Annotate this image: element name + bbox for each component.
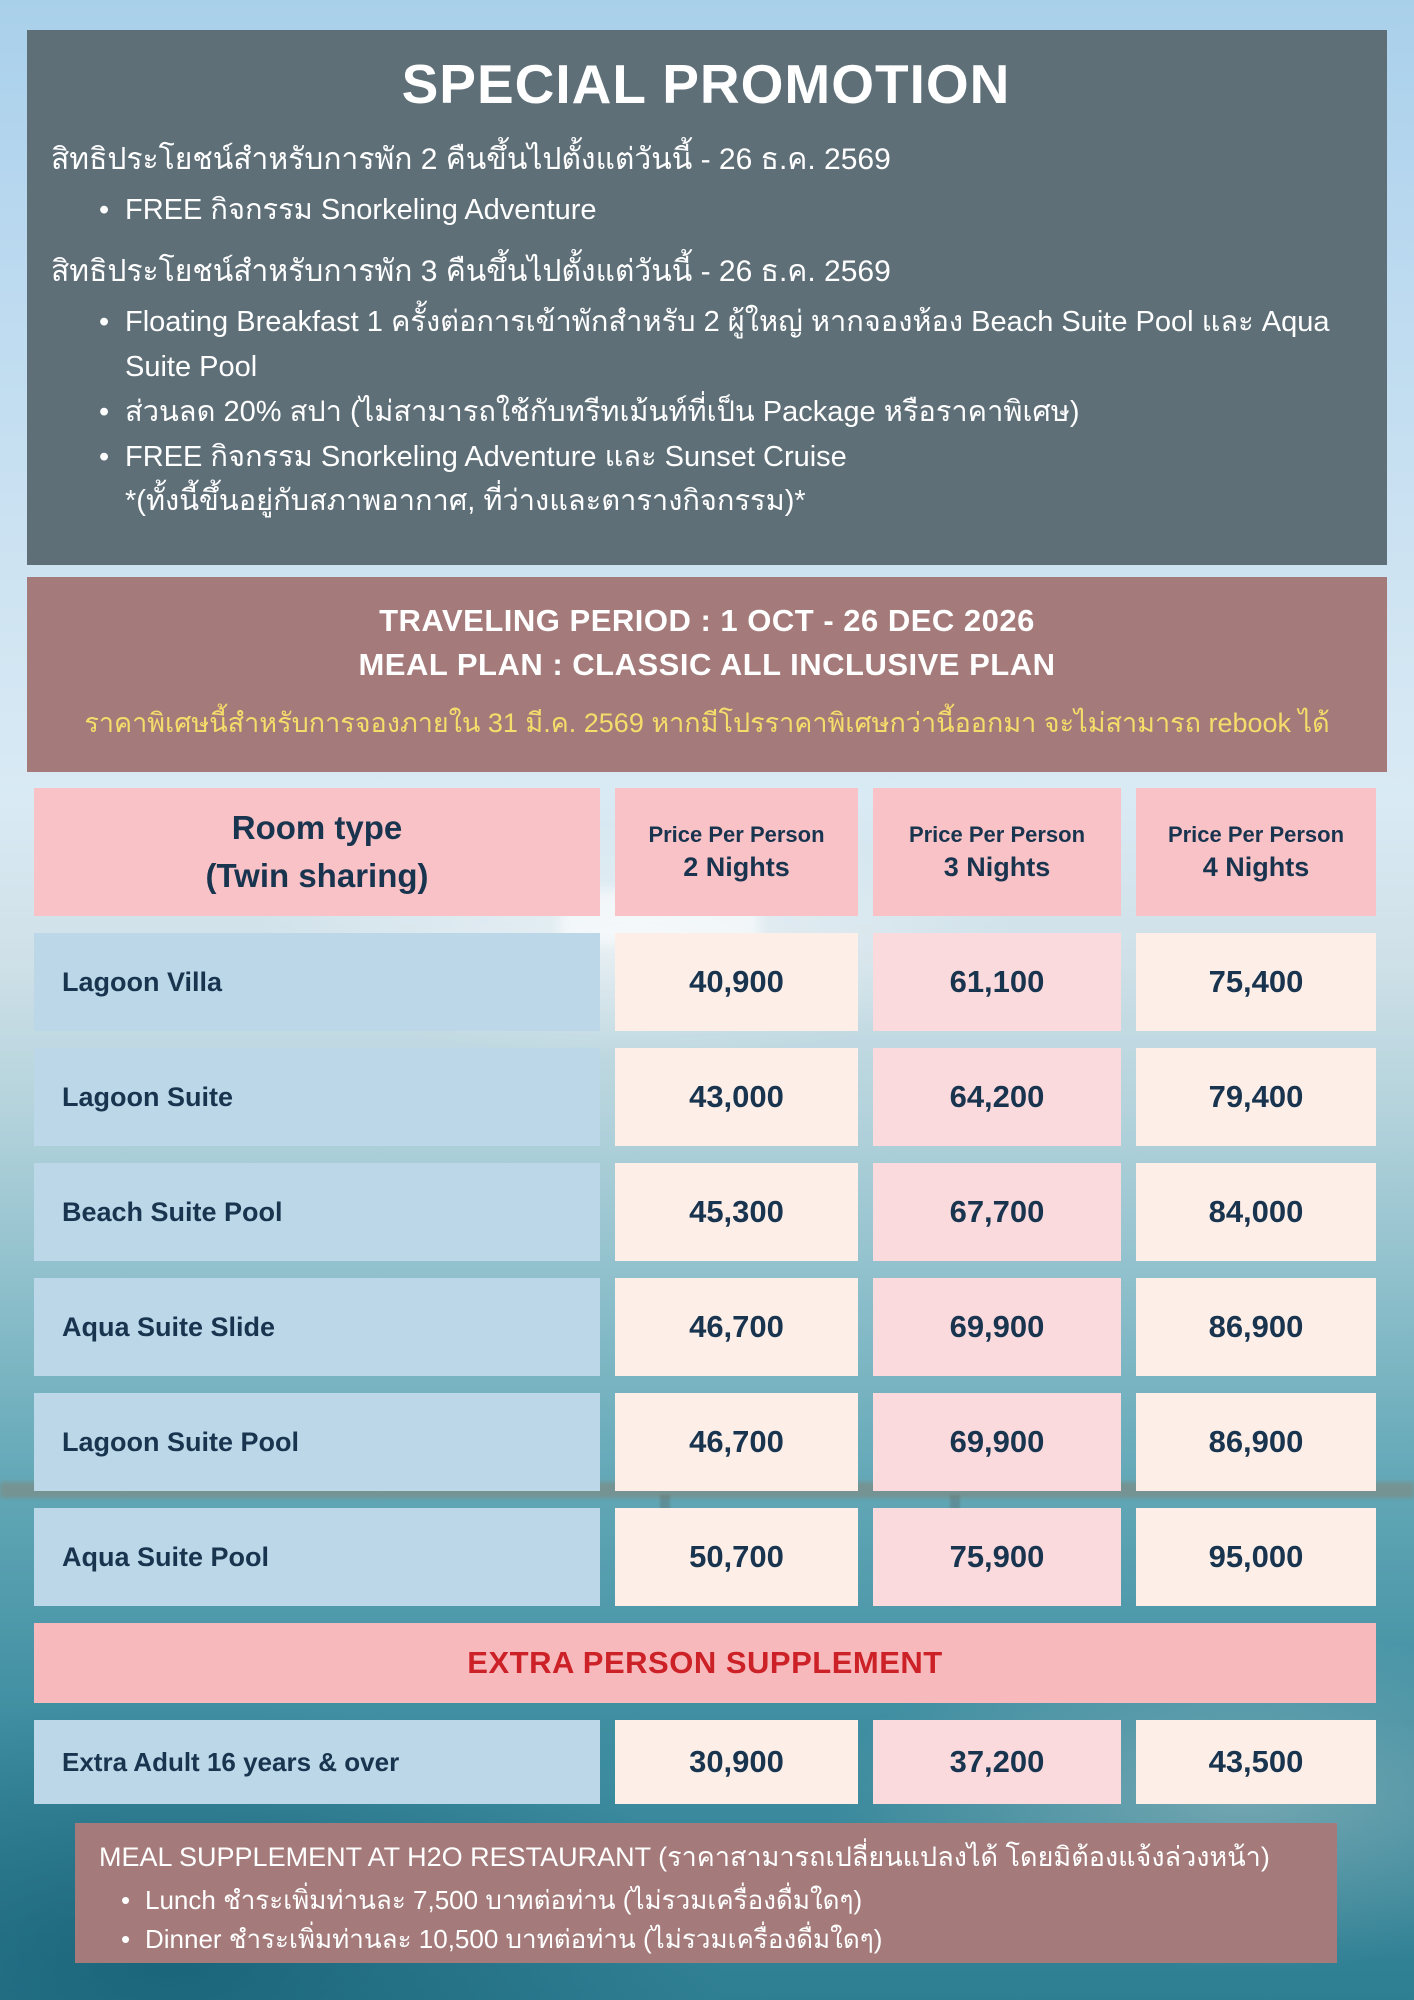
extra-adult-row: Extra Adult 16 years & over 30,900 37,20… [34, 1720, 1376, 1804]
nights-label: 4 Nights [1202, 851, 1310, 882]
nights-label: 3 Nights [943, 851, 1051, 882]
price-cell: 67,700 [873, 1163, 1121, 1261]
price-cell: 75,400 [1136, 933, 1376, 1031]
price-table: Room type (Twin sharing) Price Per Perso… [34, 788, 1376, 1804]
table-row: Aqua Suite Slide 46,700 69,900 86,900 [34, 1278, 1376, 1376]
table-row: Beach Suite Pool 45,300 67,700 84,000 [34, 1163, 1376, 1261]
price-cell: 37,200 [873, 1720, 1121, 1804]
benefit-item: Floating Breakfast 1 ครั้งต่อการเข้าพักส… [51, 300, 1361, 390]
meal-supplement-heading: MEAL SUPPLEMENT AT H2O RESTAURANT (ราคาส… [99, 1842, 1270, 1872]
price-per-person-label: Price Per Person [908, 821, 1086, 847]
table-header-row: Room type (Twin sharing) Price Per Perso… [34, 788, 1376, 916]
booking-deadline-note: ราคาพิเศษนี้สำหรับการจองภายใน 31 มี.ค. 2… [84, 708, 1330, 739]
room-type-header-line1: Room type [231, 809, 403, 847]
meal-supplement-list: Lunch ชำระเพิ่มท่านละ 7,500 บาทต่อท่าน (… [99, 1881, 1313, 1959]
price-cell: 95,000 [1136, 1508, 1376, 1606]
room-name-cell: Beach Suite Pool [34, 1163, 600, 1261]
price-cell: 75,900 [873, 1508, 1121, 1606]
room-name-cell: Extra Adult 16 years & over [34, 1720, 600, 1804]
price-cell: 86,900 [1136, 1393, 1376, 1491]
extra-person-supplement-banner: EXTRA PERSON SUPPLEMENT [34, 1623, 1376, 1703]
benefit-item: ส่วนลด 20% สปา (ไม่สามารถใช้กับทรีทเม้นท… [51, 390, 1361, 435]
room-name-cell: Lagoon Villa [34, 933, 600, 1031]
price-cell: 40,900 [615, 933, 858, 1031]
column-header-3-nights: Price Per Person 3 Nights [873, 788, 1121, 916]
lunch-supplement-item: Lunch ชำระเพิ่มท่านละ 7,500 บาทต่อท่าน (… [99, 1881, 1313, 1920]
stay-3-nights-benefits: Floating Breakfast 1 ครั้งต่อการเข้าพักส… [51, 300, 1361, 480]
price-per-person-label: Price Per Person [648, 821, 825, 847]
table-row: Aqua Suite Pool 50,700 75,900 95,000 [34, 1508, 1376, 1606]
price-cell: 50,700 [615, 1508, 858, 1606]
price-per-person-label: Price Per Person [1167, 821, 1345, 847]
table-row: Lagoon Villa 40,900 61,100 75,400 [34, 933, 1376, 1031]
stay-2-nights-benefits: FREE กิจกรรม Snorkeling Adventure [51, 188, 1361, 233]
price-cell: 45,300 [615, 1163, 858, 1261]
price-cell: 46,700 [615, 1278, 858, 1376]
room-type-header: Room type (Twin sharing) [34, 788, 600, 916]
stay-3-nights-heading: สิทธิประโยชน์สำหรับการพัก 3 คืนขึ้นไปตั้… [51, 255, 891, 289]
table-row: Lagoon Suite 43,000 64,200 79,400 [34, 1048, 1376, 1146]
column-header-4-nights: Price Per Person 4 Nights [1136, 788, 1376, 916]
room-name-cell: Aqua Suite Pool [34, 1508, 600, 1606]
benefit-item: FREE กิจกรรม Snorkeling Adventure และ Su… [51, 435, 1361, 480]
price-cell: 64,200 [873, 1048, 1121, 1146]
column-header-2-nights: Price Per Person 2 Nights [615, 788, 858, 916]
meal-plan-line: MEAL PLAN : CLASSIC ALL INCLUSIVE PLAN [358, 647, 1056, 683]
price-cell: 69,900 [873, 1393, 1121, 1491]
benefit-item: FREE กิจกรรม Snorkeling Adventure [51, 188, 1361, 233]
room-name-cell: Lagoon Suite [34, 1048, 600, 1146]
price-cell: 46,700 [615, 1393, 858, 1491]
price-cell: 30,900 [615, 1720, 858, 1804]
dinner-supplement-item: Dinner ชำระเพิ่มท่านละ 10,500 บาทต่อท่าน… [99, 1920, 1313, 1959]
price-cell: 69,900 [873, 1278, 1121, 1376]
price-cell: 79,400 [1136, 1048, 1376, 1146]
price-cell: 86,900 [1136, 1278, 1376, 1376]
special-promotion-panel: SPECIAL PROMOTION สิทธิประโยชน์สำหรับการ… [27, 30, 1387, 565]
room-type-header-line2: (Twin sharing) [205, 857, 429, 894]
meal-supplement-panel: MEAL SUPPLEMENT AT H2O RESTAURANT (ราคาส… [75, 1823, 1337, 1963]
price-cell: 61,100 [873, 933, 1121, 1031]
price-cell: 43,000 [615, 1048, 858, 1146]
promo-title: SPECIAL PROMOTION [401, 53, 1011, 115]
traveling-period-line: TRAVELING PERIOD : 1 OCT - 26 DEC 2026 [379, 603, 1035, 638]
price-cell: 84,000 [1136, 1163, 1376, 1261]
table-row: Lagoon Suite Pool 46,700 69,900 86,900 [34, 1393, 1376, 1491]
room-name-cell: Lagoon Suite Pool [34, 1393, 600, 1491]
price-cell: 43,500 [1136, 1720, 1376, 1804]
nights-label: 2 Nights [683, 851, 790, 882]
weather-disclaimer: *(ทั้งนี้ขึ้นอยู่กับสภาพอากาศ, ที่ว่างแล… [125, 484, 806, 517]
room-name-cell: Aqua Suite Slide [34, 1278, 600, 1376]
stay-2-nights-heading: สิทธิประโยชน์สำหรับการพัก 2 คืนขึ้นไปตั้… [51, 143, 891, 176]
traveling-period-panel: TRAVELING PERIOD : 1 OCT - 26 DEC 2026 M… [27, 577, 1387, 772]
